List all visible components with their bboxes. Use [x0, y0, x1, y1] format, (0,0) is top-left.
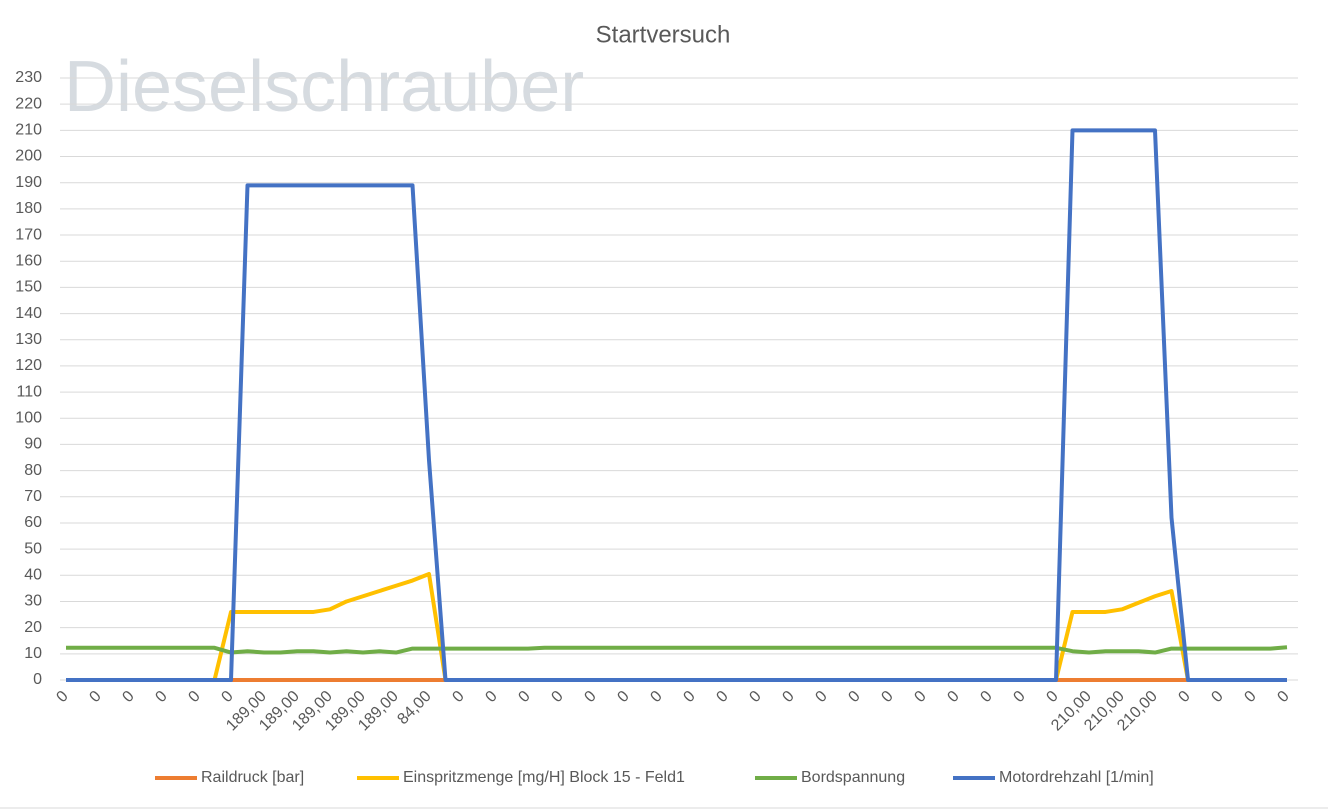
y-tick-label: 100 — [15, 409, 42, 426]
y-tick-label: 90 — [24, 436, 42, 453]
x-tick-label: 0 — [1274, 688, 1292, 706]
x-tick-label: 0 — [1175, 688, 1193, 706]
y-tick-label: 80 — [24, 462, 42, 479]
x-tick-label: 0 — [944, 688, 962, 706]
x-tick-label: 0 — [548, 688, 566, 706]
x-tick-label: 0 — [515, 688, 533, 706]
y-tick-label: 70 — [24, 488, 42, 505]
x-tick-label: 84,00 — [394, 688, 434, 728]
watermark: Dieselschrauber — [64, 47, 584, 127]
y-tick-label: 180 — [15, 200, 42, 217]
x-tick-label: 0 — [152, 688, 170, 706]
y-tick-label: 60 — [24, 514, 42, 531]
y-tick-label: 40 — [24, 567, 42, 584]
y-tick-label: 190 — [15, 174, 42, 191]
x-tick-label: 0 — [1010, 688, 1028, 706]
x-tick-label: 0 — [911, 688, 929, 706]
x-tick-label: 0 — [647, 688, 665, 706]
x-tick-label: 0 — [977, 688, 995, 706]
series-line — [66, 128, 1287, 682]
x-tick-label: 0 — [119, 688, 137, 706]
legend-label: Bordspannung — [801, 769, 905, 786]
y-tick-label: 140 — [15, 305, 42, 322]
y-tick-label: 130 — [15, 331, 42, 348]
legend-label: Motordrehzahl [1/min] — [999, 769, 1154, 786]
x-tick-label: 0 — [581, 688, 599, 706]
y-tick-label: 230 — [15, 69, 42, 86]
x-tick-label: 0 — [449, 688, 467, 706]
y-tick-label: 210 — [15, 122, 42, 139]
legend-label: Einspritzmenge [mg/H] Block 15 - Feld1 — [403, 769, 685, 786]
y-tick-label: 20 — [24, 619, 42, 636]
y-tick-label: 50 — [24, 540, 42, 557]
y-tick-label: 110 — [16, 383, 42, 400]
x-tick-label: 0 — [1208, 688, 1226, 706]
x-tick-label: 0 — [614, 688, 632, 706]
x-tick-label: 0 — [218, 688, 236, 706]
y-tick-label: 220 — [15, 95, 42, 112]
x-tick-label: 0 — [185, 688, 203, 706]
x-tick-label: 0 — [713, 688, 731, 706]
x-tick-label: 0 — [53, 688, 71, 706]
x-tick-label: 0 — [1241, 688, 1259, 706]
y-tick-label: 10 — [24, 645, 42, 662]
x-tick-label: 0 — [482, 688, 500, 706]
x-tick-label: 0 — [779, 688, 797, 706]
chart-title: Startversuch — [596, 21, 731, 48]
y-tick-label: 120 — [15, 357, 42, 374]
y-tick-label: 0 — [33, 671, 42, 688]
y-tick-label: 200 — [15, 148, 42, 165]
series-line — [66, 571, 1287, 682]
x-tick-label: 0 — [845, 688, 863, 706]
x-tick-label: 0 — [680, 688, 698, 706]
y-tick-label: 170 — [15, 226, 42, 243]
y-tick-label: 160 — [15, 252, 42, 269]
legend-label: Raildruck [bar] — [201, 769, 304, 786]
x-tick-label: 0 — [86, 688, 104, 706]
y-tick-label: 30 — [24, 593, 42, 610]
y-tick-label: 150 — [15, 279, 42, 296]
x-tick-label: 0 — [812, 688, 830, 706]
x-tick-label: 0 — [1043, 688, 1061, 706]
x-tick-label: 0 — [878, 688, 896, 706]
x-tick-label: 0 — [746, 688, 764, 706]
series-line — [66, 645, 1288, 655]
